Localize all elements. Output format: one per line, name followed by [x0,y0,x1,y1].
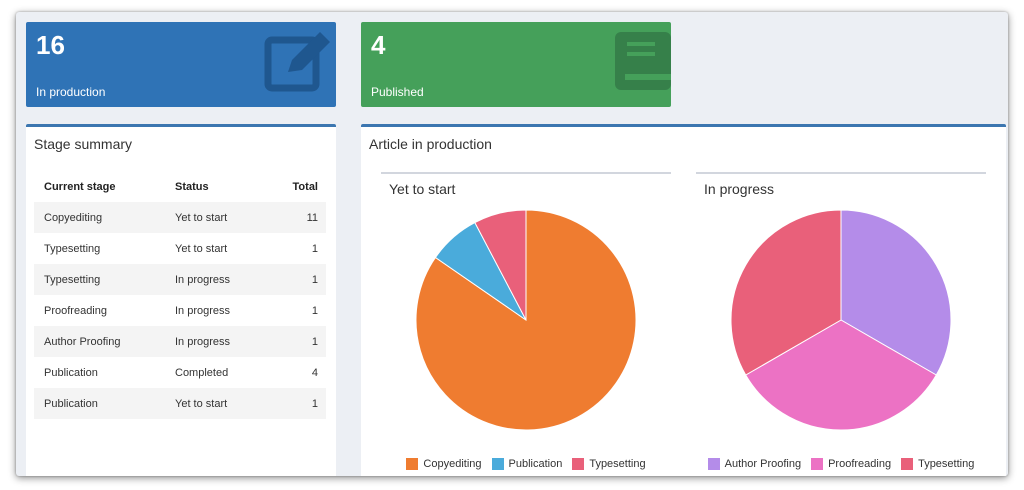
table-row: Publication Completed 4 [34,357,326,388]
pie-slice-typesetting[interactable] [474,209,527,321]
header-total: Total [292,180,318,193]
cell-status: In progress [165,326,267,357]
legend-item[interactable]: Typesetting [572,458,646,470]
legend-item[interactable]: Proofreading [811,458,891,470]
in-progress-pie-chart [730,209,952,431]
cell-status: In progress [175,304,231,317]
legend-item[interactable]: Author Proofing [707,458,802,470]
pie-slice-proofreading[interactable] [745,319,937,431]
cell-status: In progress [165,264,267,295]
cell-stage: Copyediting [34,202,165,233]
legend-label: Copyediting [423,458,482,470]
stage-summary-table: Current stage Status Total Copyediting Y… [34,171,326,419]
legend-swatch [901,458,914,470]
cell-status: Yet to start [175,242,228,255]
legend-swatch [811,458,824,470]
stage-summary-title: Stage summary [34,136,133,152]
cell-total: 1 [311,242,318,255]
legend-swatch [707,458,720,470]
table-row: Publication Yet to start 1 [34,388,326,419]
cell-stage: Typesetting [34,264,165,295]
cell-status: Yet to start [165,388,267,419]
pie-slice-author-proofing[interactable] [840,209,952,376]
cell-total: 1 [266,326,326,357]
table-row: Typesetting In progress 1 [34,264,326,295]
cell-total: 4 [311,366,318,379]
published-label: Published [371,85,424,99]
pie-slice-typesetting[interactable] [730,209,842,376]
in-progress-chart-panel: In progress Author Proofing Proofreading T… [696,172,986,476]
table-row: Author Proofing In progress 1 [34,326,326,357]
article-in-production-panel: Article in production Yet to start Copye… [361,124,1006,476]
cell-total: 1 [266,264,326,295]
header-current-stage: Current stage [44,180,116,193]
in-production-label: In production [36,85,106,99]
yet-to-start-legend: Copyediting Publication Typesetting [381,458,671,470]
yet-to-start-pie-chart [415,209,637,431]
in-production-count: 16 [36,30,65,60]
published-stat-box[interactable]: 4 Published [361,22,671,107]
edit-icon [264,32,330,92]
header-status: Status [175,180,209,193]
book-icon [615,32,671,90]
legend-swatch [572,458,585,470]
table-row: Copyediting Yet to start 11 [34,202,326,233]
cell-total: 11 [266,202,326,233]
stage-summary-panel: Stage summary Current stage Status Total… [26,124,336,476]
in-progress-legend: Author Proofing Proofreading Typesetting [696,458,986,470]
yet-to-start-chart-panel: Yet to start Copyediting Publication Types… [381,172,671,476]
legend-label: Typesetting [918,458,975,470]
published-count: 4 [371,30,386,60]
cell-status: Yet to start [165,202,267,233]
legend-label: Typesetting [589,458,646,470]
legend-item[interactable]: Typesetting [901,458,974,470]
cell-stage: Publication [34,388,165,419]
table-row: Proofreading In progress 1 [34,295,326,326]
table-row: Typesetting Yet to start 1 [34,233,326,264]
in-production-stat-box[interactable]: 16 In production [26,22,336,107]
cell-stage: Proofreading [44,304,107,317]
legend-item[interactable]: Publication [491,458,563,470]
legend-label: Publication [508,458,563,470]
legend-item[interactable]: Copyediting [406,458,482,470]
cell-status: Completed [175,366,229,379]
legend-label: Author Proofing [724,458,802,470]
cell-stage: Typesetting [44,242,101,255]
chart-title: Yet to start [389,181,456,197]
cell-total: 1 [311,304,318,317]
table-header-row: Current stage Status Total [34,171,326,202]
legend-label: Proofreading [828,458,892,470]
chart-title: In progress [704,181,775,197]
cell-total: 1 [266,388,326,419]
legend-swatch [491,458,504,470]
cell-stage: Publication [44,366,98,379]
dashboard-frame: 16 In production 4 Published Stage summa… [16,12,1008,476]
cell-stage: Author Proofing [34,326,165,357]
legend-swatch [406,458,419,470]
article-in-production-title: Article in production [369,136,492,152]
